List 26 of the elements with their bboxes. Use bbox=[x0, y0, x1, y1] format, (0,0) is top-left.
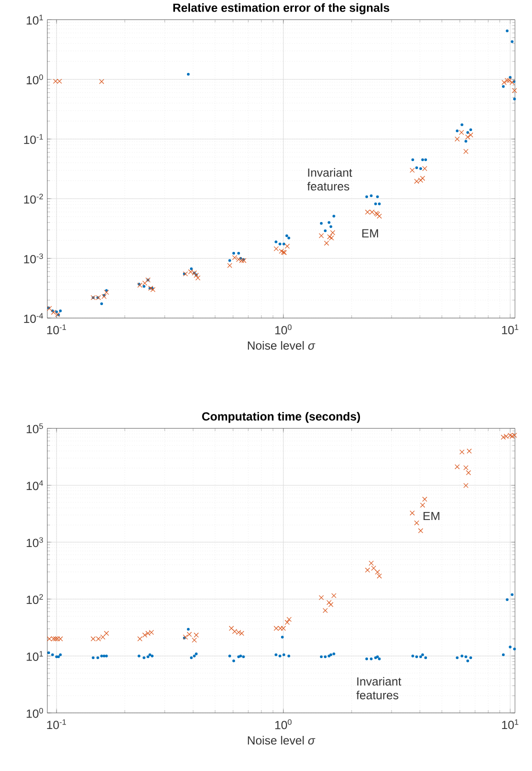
annotation: Invariant features bbox=[356, 676, 402, 700]
x-tick-label: 10$^{-1}$ bbox=[47, 324, 66, 334]
chart-title: Relative estimation error of the signals bbox=[173, 3, 390, 14]
annotation: EM bbox=[362, 229, 378, 238]
y-tick-label: 10$^{3}$ bbox=[26, 537, 44, 548]
y-tick-label: 10$^{-2}$ bbox=[24, 194, 44, 204]
annotation: EM bbox=[424, 512, 440, 520]
x-tick-label: 10$^{1}$ bbox=[502, 324, 518, 334]
y-tick-label: 10$^{5}$ bbox=[26, 423, 44, 434]
x-axis-title: Noise level σ bbox=[248, 341, 316, 350]
y-tick-label: 10$^{2}$ bbox=[26, 594, 44, 604]
y-tick-label: 10$^{-3}$ bbox=[24, 253, 44, 264]
x-tick-label: 10$^{-1}$ bbox=[47, 719, 66, 730]
x-axis-title: Noise level σ bbox=[248, 736, 316, 745]
y-tick-label: 10$^{0}$ bbox=[26, 74, 44, 84]
y-tick-label: 10$^{1}$ bbox=[26, 651, 44, 661]
annotation: Invariant features bbox=[307, 168, 352, 191]
y-tick-label: 10$^{-1}$ bbox=[24, 134, 44, 144]
chart-title: Computation time (seconds) bbox=[202, 412, 360, 423]
y-tick-label: 10$^{1}$ bbox=[26, 14, 44, 25]
y-tick-label: 10$^{0}$ bbox=[26, 708, 44, 718]
x-tick-label: 10$^{0}$ bbox=[275, 719, 292, 730]
x-tick-label: 10$^{0}$ bbox=[275, 324, 292, 334]
y-tick-label: 10$^{-4}$ bbox=[24, 313, 44, 323]
x-tick-label: 10$^{1}$ bbox=[502, 719, 518, 730]
y-tick-label: 10$^{4}$ bbox=[26, 480, 44, 490]
